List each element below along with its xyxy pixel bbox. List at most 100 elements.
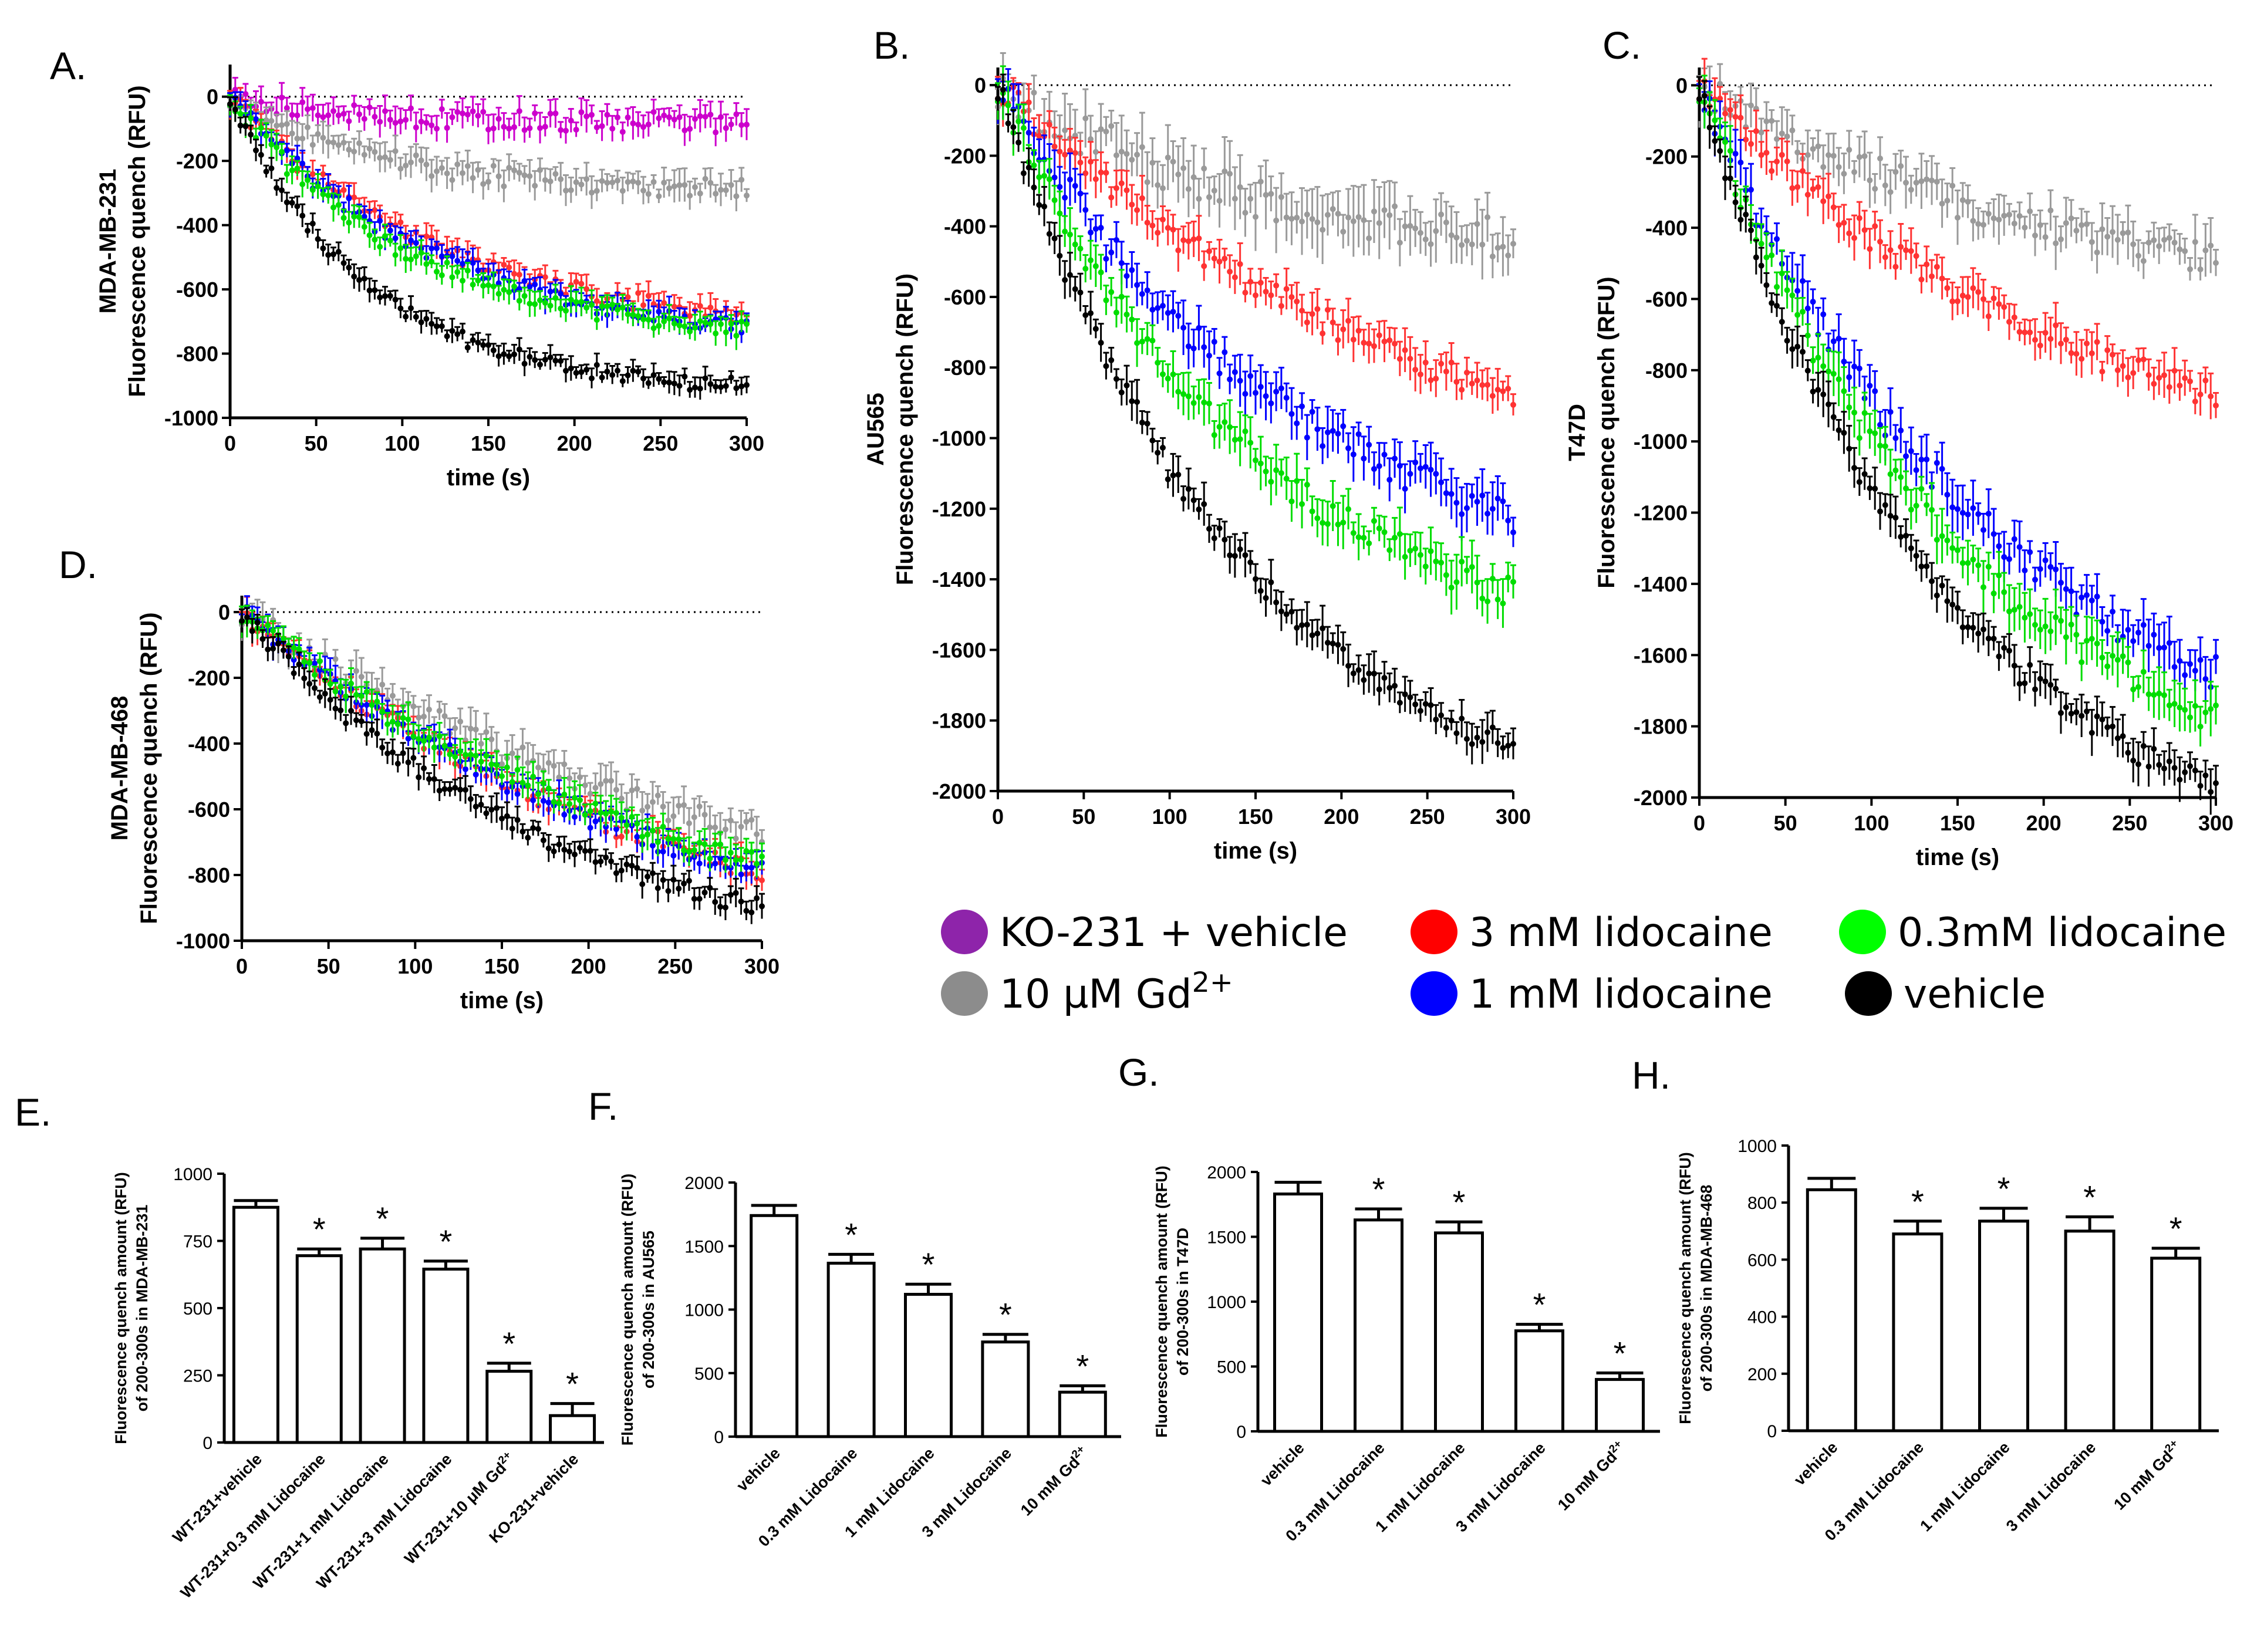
data-point (1944, 285, 1951, 291)
data-point (558, 127, 564, 133)
data-point (346, 118, 352, 124)
data-point (2145, 691, 2152, 698)
data-point (1082, 115, 1089, 121)
data-point (1062, 151, 1068, 158)
data-point (495, 173, 502, 180)
data-point (1381, 207, 1388, 214)
data-point (1846, 374, 1853, 380)
data-point (1268, 400, 1274, 407)
data-point (428, 122, 435, 129)
data-point (645, 380, 652, 386)
data-point (1330, 428, 1336, 434)
data-point (2125, 659, 2131, 665)
data-point (1800, 309, 1806, 315)
data-point (315, 236, 321, 242)
data-point (1062, 127, 1068, 133)
data-point (1732, 199, 1739, 205)
x-tick-label: 250 (1410, 805, 1445, 829)
data-point (1227, 424, 1233, 430)
data-point (2058, 617, 2064, 624)
data-point (1494, 495, 1501, 502)
data-point (1103, 170, 1109, 176)
data-point (2047, 564, 2054, 570)
data-point (1180, 325, 1187, 331)
data-point (1459, 387, 1465, 393)
data-point (1283, 475, 1290, 482)
data-point (1088, 257, 1094, 263)
data-point (335, 142, 342, 148)
data-point (340, 260, 347, 266)
data-point (1386, 477, 1393, 483)
data-point (1283, 214, 1290, 221)
data-point (558, 176, 564, 183)
data-point (2006, 319, 2012, 325)
data-point (2197, 783, 2204, 789)
data-point (1134, 151, 1141, 158)
data-point (1103, 297, 1109, 303)
data-point (1856, 435, 1863, 441)
data-point (449, 177, 456, 183)
data-point (2130, 757, 2137, 763)
data-point (1892, 467, 1899, 474)
data-point (1810, 186, 1816, 192)
panel-label: C. (1602, 23, 1641, 67)
data-point (1789, 292, 1796, 299)
data-point (1924, 261, 1930, 268)
data-point (640, 375, 646, 381)
data-point (1036, 202, 1042, 208)
data-point (1779, 319, 1785, 325)
data-point (1320, 519, 1326, 526)
data-point (1474, 579, 1480, 586)
data-point (1227, 268, 1233, 275)
data-point (2094, 713, 2100, 719)
data-point (1129, 201, 1135, 208)
data-point (511, 351, 517, 357)
data-point (444, 259, 450, 266)
data-point (377, 119, 383, 125)
data-point (1211, 432, 1217, 438)
data-point (2135, 684, 2141, 690)
data-point (604, 369, 610, 375)
data-point (1278, 470, 1284, 477)
data-point (2166, 758, 2172, 765)
data-point (2202, 772, 2209, 779)
data-point (1361, 455, 1367, 462)
data-point (2047, 682, 2054, 688)
data-point (1830, 370, 1837, 377)
data-point (1242, 289, 1249, 296)
data-point (2032, 576, 2038, 583)
data-point (645, 191, 652, 197)
panel-label: A. (50, 44, 86, 87)
data-point (1433, 471, 1439, 477)
data-point (619, 129, 626, 135)
data-point (1196, 506, 1202, 513)
y-tick-label: -800 (1645, 359, 1688, 383)
data-point (315, 112, 321, 119)
data-point (2213, 654, 2219, 660)
data-point (444, 170, 450, 177)
y-tick-label: -600 (1645, 287, 1688, 311)
data-point (1206, 248, 1212, 255)
data-point (2114, 367, 2121, 373)
data-point (1222, 349, 1228, 356)
data-point (2182, 375, 2188, 381)
data-point (501, 286, 507, 293)
data-point (1717, 95, 1723, 102)
data-point (1216, 198, 1223, 204)
data-point (2058, 340, 2064, 347)
data-point (1877, 238, 1883, 245)
data-point (1144, 179, 1150, 185)
data-point (263, 117, 269, 123)
data-point (408, 256, 414, 263)
data-point (1361, 535, 1367, 541)
data-point (537, 167, 543, 173)
data-point (2177, 658, 2183, 664)
data-point (2006, 556, 2012, 562)
data-point (2053, 566, 2059, 573)
data-point (645, 316, 652, 323)
data-point (1355, 214, 1362, 220)
data-point (1918, 486, 1925, 492)
data-point (1201, 344, 1207, 350)
